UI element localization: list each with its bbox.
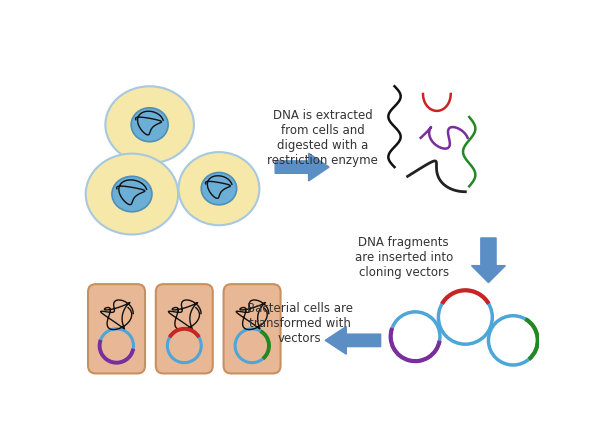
Text: Bacterial cells are
transformed with
vectors: Bacterial cells are transformed with vec… xyxy=(247,302,353,345)
FancyArrow shape xyxy=(275,153,329,181)
FancyBboxPatch shape xyxy=(156,284,213,374)
Ellipse shape xyxy=(179,152,259,225)
Text: DNA fragments
are inserted into
cloning vectors: DNA fragments are inserted into cloning … xyxy=(355,237,453,280)
FancyBboxPatch shape xyxy=(224,284,281,374)
FancyBboxPatch shape xyxy=(88,284,145,374)
Ellipse shape xyxy=(201,172,236,205)
Ellipse shape xyxy=(112,176,152,212)
FancyArrow shape xyxy=(325,326,380,354)
Ellipse shape xyxy=(131,108,168,142)
FancyArrow shape xyxy=(472,238,505,283)
Ellipse shape xyxy=(106,86,194,163)
Text: DNA is extracted
from cells and
digested with a
restriction enzyme: DNA is extracted from cells and digested… xyxy=(268,109,379,167)
Ellipse shape xyxy=(86,154,178,234)
